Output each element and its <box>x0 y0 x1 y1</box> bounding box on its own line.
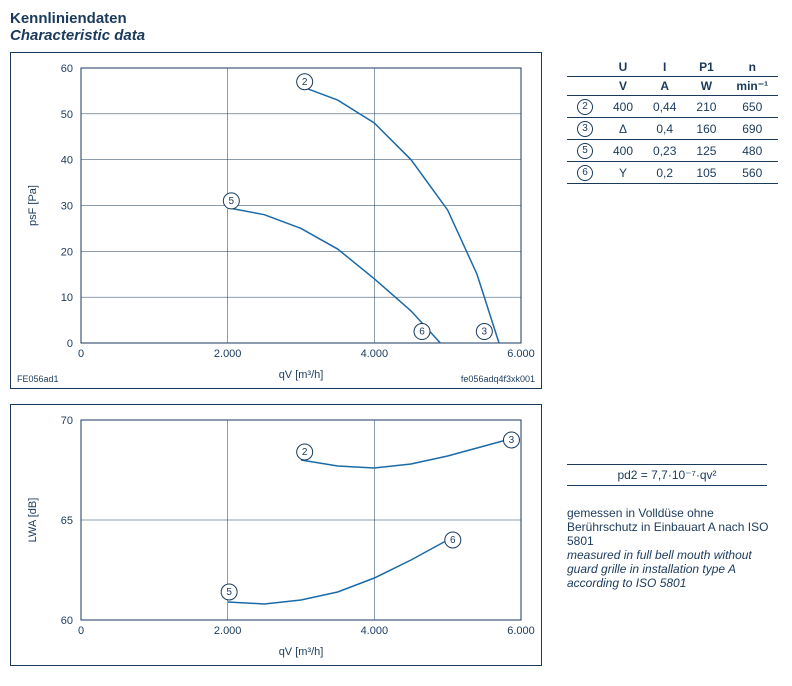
svg-text:qV [m³/h]: qV [m³/h] <box>279 646 324 658</box>
svg-text:20: 20 <box>61 246 73 258</box>
unit-n: min⁻¹ <box>726 77 778 96</box>
svg-text:10: 10 <box>61 292 73 304</box>
table-row: 3Δ0,4160690 <box>567 118 778 140</box>
svg-text:2.000: 2.000 <box>214 348 242 360</box>
svg-text:6.000: 6.000 <box>507 348 535 360</box>
svg-text:60: 60 <box>61 615 73 627</box>
notes-en: measured in full bell mouth without guar… <box>567 548 777 590</box>
svg-text:5: 5 <box>229 196 235 207</box>
svg-text:60: 60 <box>61 63 73 75</box>
svg-text:0: 0 <box>67 338 73 350</box>
title-de: Kennliniendaten <box>10 10 782 27</box>
svg-text:2: 2 <box>302 77 308 88</box>
notes-de: gemessen in Volldüse ohne Berührschutz i… <box>567 506 777 548</box>
formula: pd2 = 7,7·10⁻⁷·qv² <box>567 464 767 486</box>
noise-chart: 02.0004.0006.000606570qV [m³/h]LWA [dB]2… <box>10 404 542 666</box>
unit-P: W <box>686 77 726 96</box>
svg-text:5: 5 <box>226 587 232 598</box>
row-num-icon: 6 <box>577 165 593 181</box>
unit-I: A <box>643 77 686 96</box>
svg-text:4.000: 4.000 <box>361 348 389 360</box>
svg-text:4.000: 4.000 <box>361 625 389 637</box>
th-P: P1 <box>686 58 726 77</box>
svg-text:qV [m³/h]: qV [m³/h] <box>279 369 324 381</box>
table-row: 6Y0,2105560 <box>567 162 778 184</box>
svg-text:psF [Pa]: psF [Pa] <box>27 185 39 226</box>
th-n: n <box>726 58 778 77</box>
data-table: U I P1 n V A W min⁻¹ 24000,442106503Δ0,4… <box>567 58 778 184</box>
svg-text:6: 6 <box>419 327 425 338</box>
title-en: Characteristic data <box>10 27 782 44</box>
th-I: I <box>643 58 686 77</box>
svg-text:3: 3 <box>509 435 515 446</box>
unit-U: V <box>603 77 643 96</box>
svg-text:6: 6 <box>450 535 456 546</box>
svg-text:40: 40 <box>61 155 73 167</box>
svg-text:0: 0 <box>78 625 84 637</box>
svg-text:50: 50 <box>61 109 73 121</box>
table-row: 24000,44210650 <box>567 96 778 118</box>
pressure-chart: 0 2.000 4.000 6.000 0 10 20 30 40 50 60 qV [m³/h] ps… <box>10 52 542 389</box>
row-num-icon: 5 <box>577 143 593 159</box>
th-U: U <box>603 58 643 77</box>
svg-text:0: 0 <box>78 348 84 360</box>
svg-text:65: 65 <box>61 515 73 527</box>
table-row: 54000,23125480 <box>567 140 778 162</box>
row-num-icon: 2 <box>577 99 593 115</box>
svg-text:6.000: 6.000 <box>507 625 535 637</box>
chart1-ref-right: fe056adq4f3xk001 <box>461 374 535 384</box>
svg-text:2: 2 <box>302 447 308 458</box>
chart1-ref-left: FE056ad1 <box>17 374 59 384</box>
svg-text:LWA [dB]: LWA [dB] <box>27 498 39 543</box>
svg-text:2.000: 2.000 <box>214 625 242 637</box>
svg-text:3: 3 <box>482 327 488 338</box>
svg-text:70: 70 <box>61 415 73 427</box>
row-num-icon: 3 <box>577 121 593 137</box>
svg-text:30: 30 <box>61 201 73 213</box>
